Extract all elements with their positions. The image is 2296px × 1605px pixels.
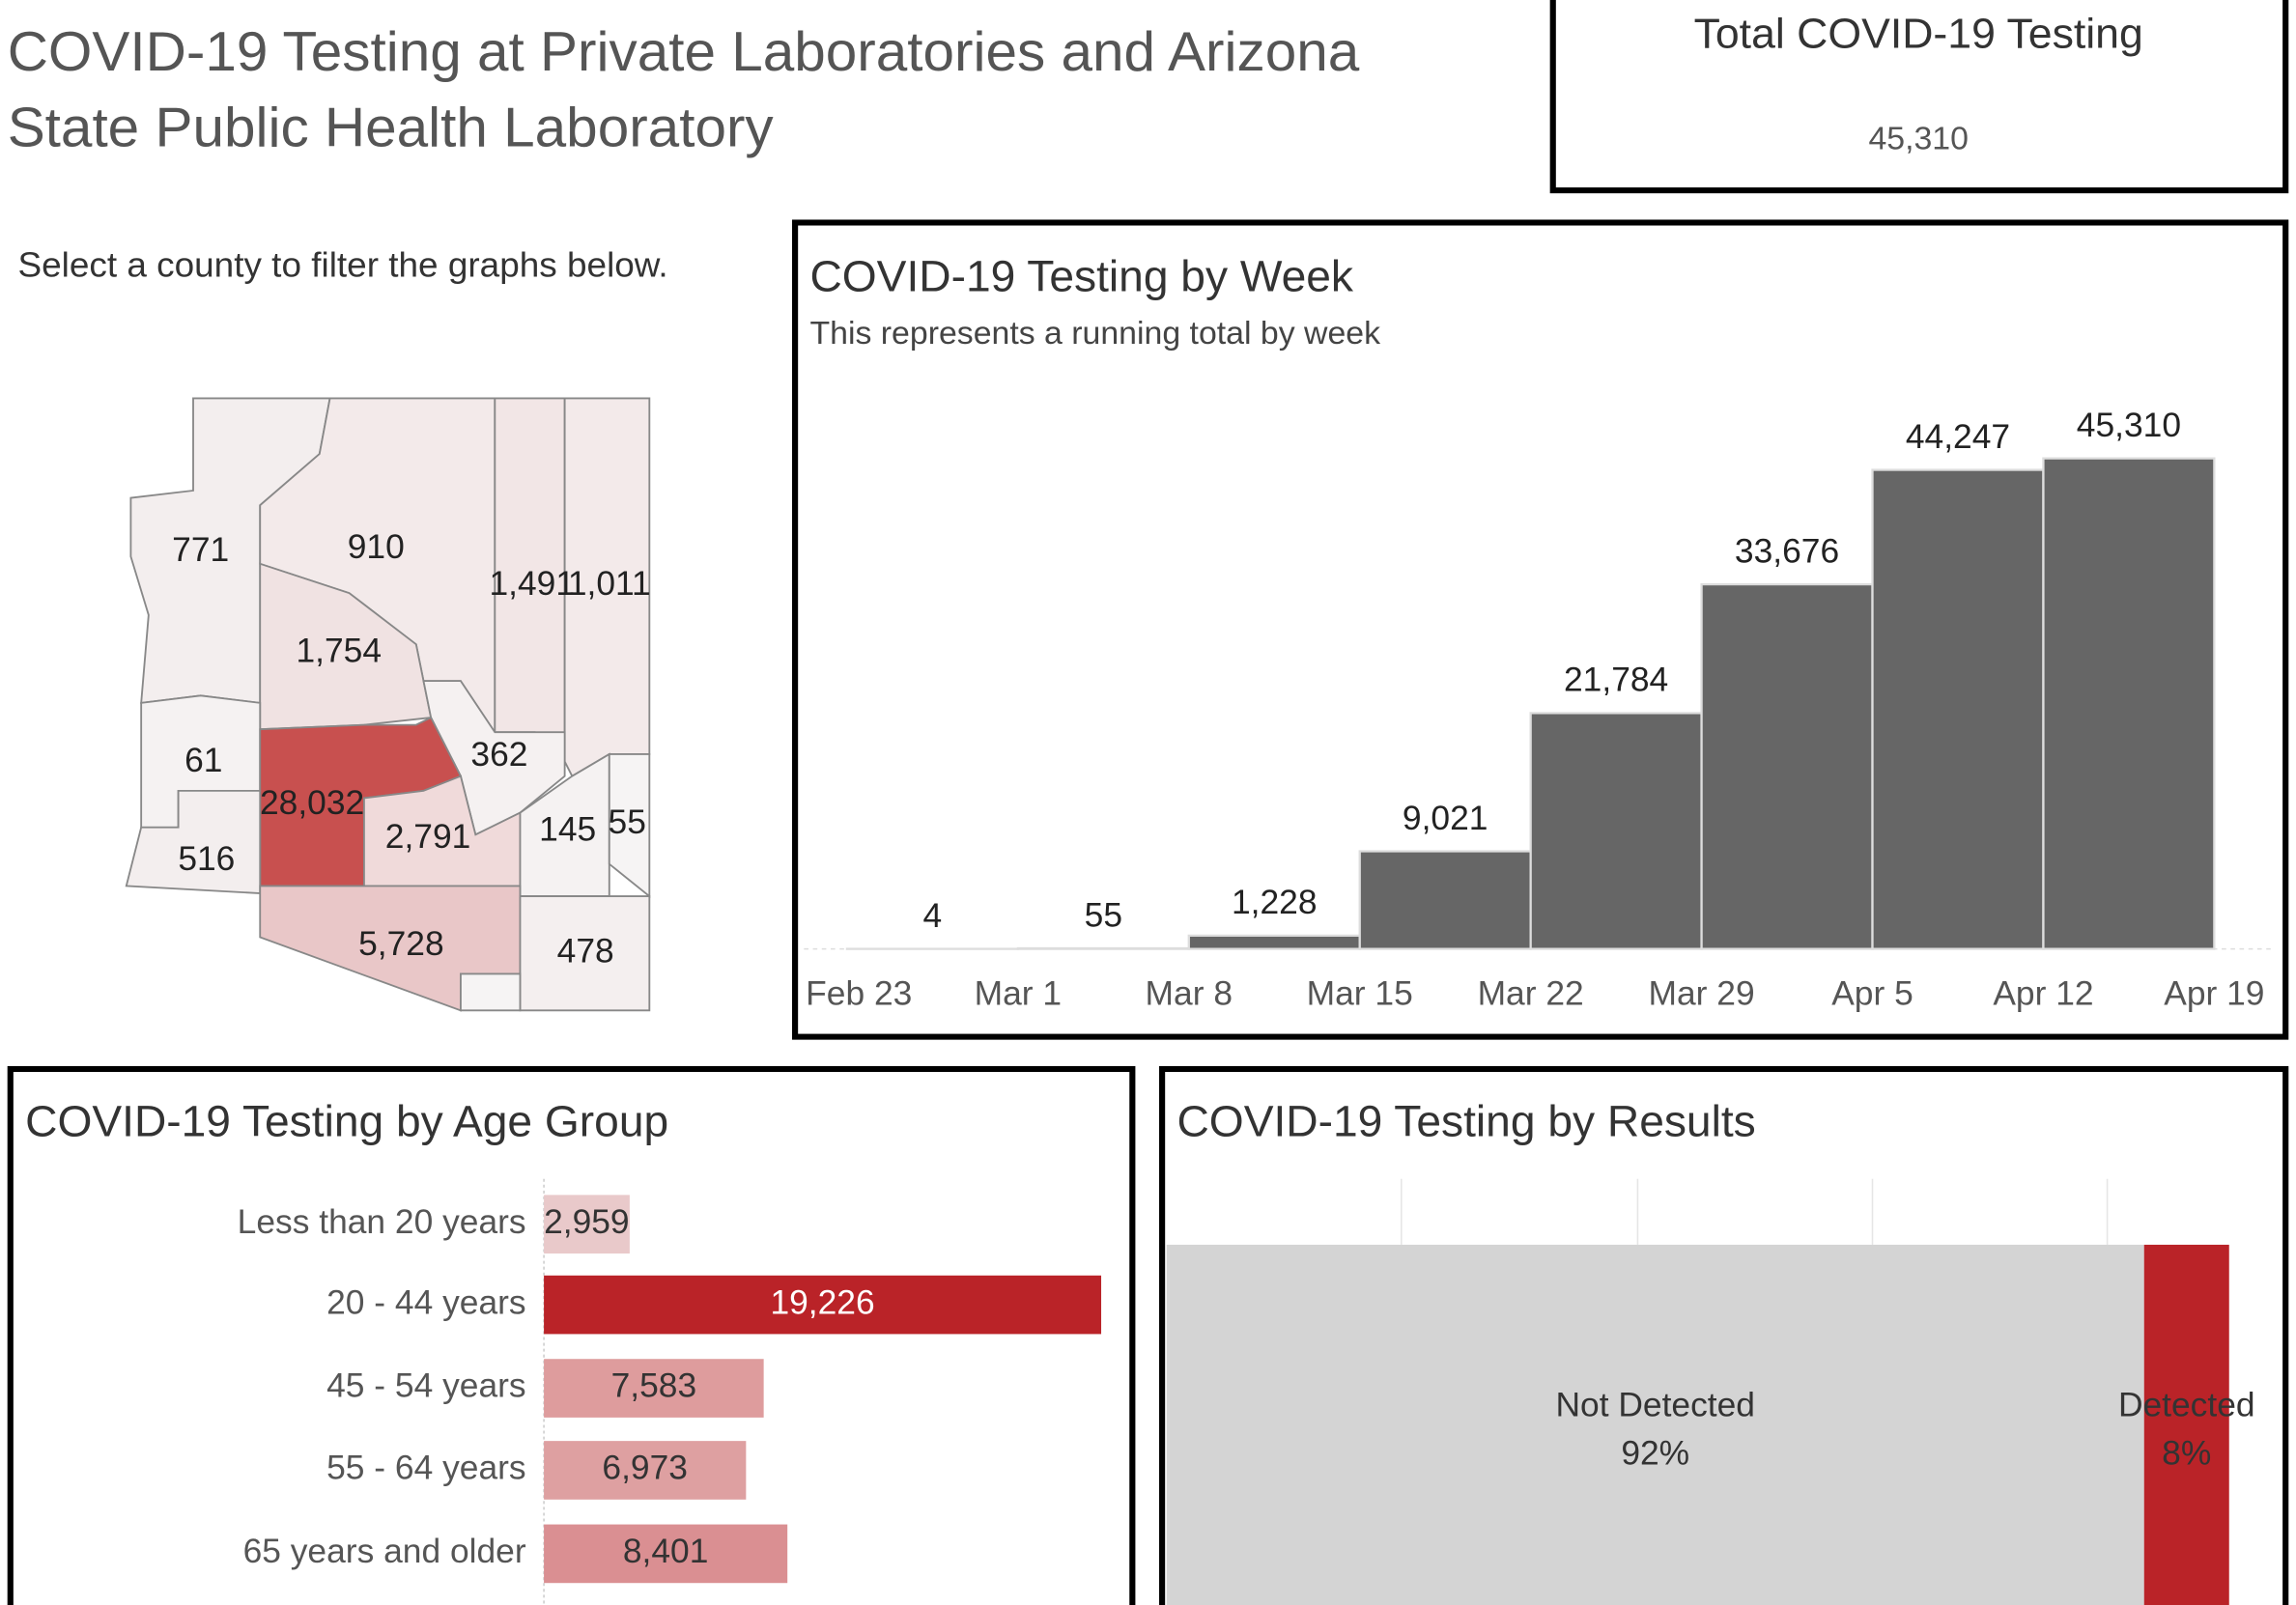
segment-label: Detected <box>2118 1387 2255 1424</box>
county-label: 910 <box>348 528 405 566</box>
bar-segment <box>1166 1244 2144 1605</box>
segment-label: Not Detected <box>1555 1387 1754 1424</box>
value-label: 4 <box>923 897 943 935</box>
bar <box>1358 850 1532 950</box>
x-tick-label: Apr 12 <box>1993 975 2093 1013</box>
county-label: 55 <box>609 803 646 841</box>
county-label: 61 <box>184 742 222 779</box>
y-tick-label: 45 - 54 years <box>326 1367 525 1405</box>
county[interactable] <box>125 789 262 894</box>
x-tick-label: Feb 23 <box>806 975 912 1013</box>
x-tick-label: Apr 5 <box>1831 975 1913 1013</box>
y-tick-label: 65 years and older <box>243 1533 526 1570</box>
age-title: COVID-19 Testing by Age Group <box>25 1097 668 1146</box>
page-title: COVID-19 Testing at Private Laboratories… <box>7 21 1360 160</box>
county[interactable] <box>460 972 522 1012</box>
y-tick-label: 55 - 64 years <box>326 1450 525 1487</box>
age-panel <box>7 1065 1136 1605</box>
value-label: 92% <box>1621 1435 1689 1473</box>
value-label: 8,401 <box>623 1533 709 1570</box>
bar <box>1700 582 1874 950</box>
value-label: 8% <box>2162 1435 2211 1473</box>
county-label: 1,754 <box>297 633 383 670</box>
county-label: 28,032 <box>260 784 364 822</box>
county-label: 1,491 <box>490 565 576 603</box>
county-label: 771 <box>172 531 229 569</box>
y-tick-label: Less than 20 years <box>238 1203 526 1241</box>
value-label: 9,021 <box>1403 800 1488 837</box>
value-label: 19,226 <box>770 1284 874 1322</box>
week-panel <box>792 219 2289 1040</box>
bar <box>544 1275 1102 1335</box>
bar <box>1187 934 1361 950</box>
value-label: 45,310 <box>2077 407 2181 444</box>
x-tick-label: Mar 29 <box>1649 975 1755 1013</box>
kpi-title: Total COVID-19 Testing <box>1694 11 2143 58</box>
bar <box>1871 468 2045 950</box>
week-subtitle: This represents a running total by week <box>809 316 1380 352</box>
map[interactable] <box>125 397 651 1012</box>
results-grid <box>1401 1178 2109 1245</box>
value-label: 1,228 <box>1232 884 1318 921</box>
map-instruction: Select a county to filter the graphs bel… <box>17 245 668 286</box>
value-label: 6,973 <box>602 1450 688 1487</box>
county-label: 362 <box>470 736 527 774</box>
x-tick-label: Apr 19 <box>2164 975 2264 1013</box>
kpi-value: 45,310 <box>1868 122 1968 157</box>
bar <box>1016 946 1190 950</box>
bar-segment <box>2143 1244 2229 1605</box>
county-label: 5,728 <box>358 925 444 963</box>
week-title: COVID-19 Testing by Week <box>809 252 1353 301</box>
kpi-panel <box>1549 0 2289 194</box>
county-label: 145 <box>539 811 596 849</box>
bar <box>544 1359 764 1418</box>
county[interactable] <box>519 895 651 1012</box>
x-tick-label: Mar 15 <box>1307 975 1413 1013</box>
county-label: 1,011 <box>568 565 651 603</box>
bar <box>544 1195 630 1254</box>
results-title: COVID-19 Testing by Results <box>1176 1097 1755 1146</box>
bar <box>1529 712 1703 950</box>
x-tick-label: Mar 22 <box>1478 975 1584 1013</box>
y-tick-label: 20 - 44 years <box>326 1284 525 1322</box>
x-tick-label: Mar 8 <box>1146 975 1233 1013</box>
value-label: 21,784 <box>1564 662 1668 699</box>
value-label: 44,247 <box>1906 418 2010 456</box>
county-label: 2,791 <box>385 818 471 856</box>
bar <box>2042 457 2216 950</box>
value-label: 33,676 <box>1735 533 1839 571</box>
value-label: 55 <box>1085 897 1122 935</box>
value-label: 2,959 <box>544 1203 630 1241</box>
county-label: 516 <box>178 840 235 878</box>
bar <box>544 1524 788 1584</box>
value-label: 7,583 <box>611 1367 697 1405</box>
bar <box>544 1441 747 1500</box>
county-label: 478 <box>557 933 614 971</box>
x-tick-label: Mar 1 <box>975 975 1062 1013</box>
results-panel <box>1159 1065 2289 1605</box>
